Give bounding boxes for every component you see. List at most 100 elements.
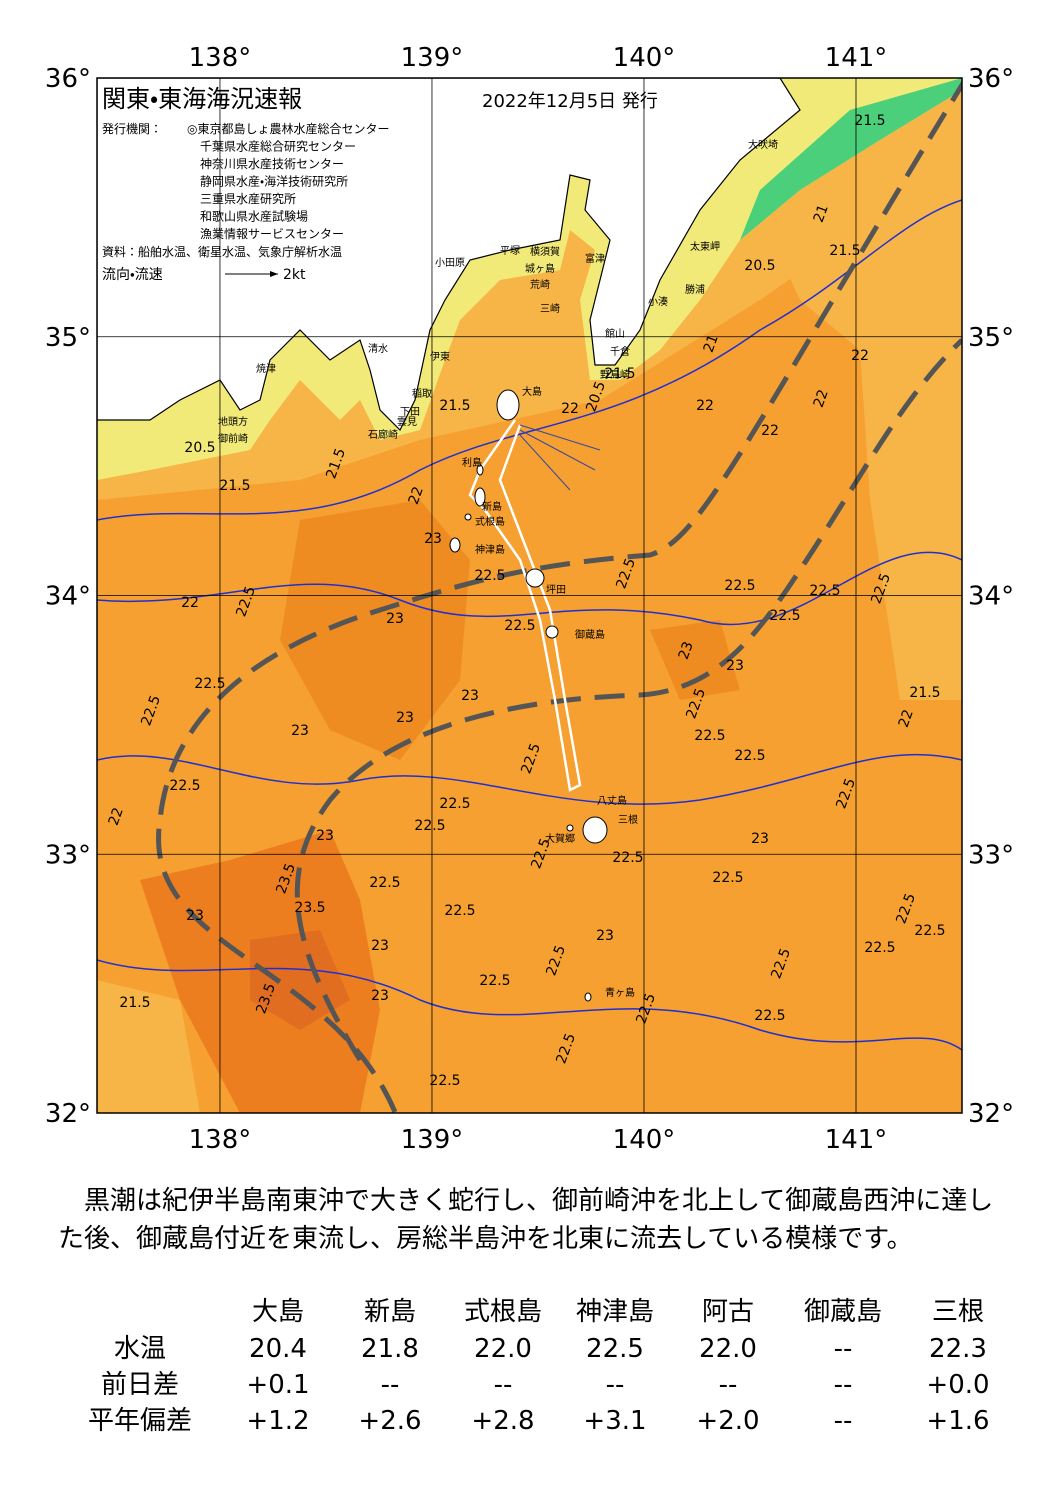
table-cell: -- <box>834 1406 853 1436</box>
contour-label: 23 <box>371 988 389 1004</box>
contour-label: 22.5 <box>754 1008 785 1024</box>
place-name: 小田原 <box>435 257 465 269</box>
lat-tick-label: 33° <box>45 840 91 870</box>
table-cell: +2.6 <box>358 1406 421 1436</box>
table-cell: +2.8 <box>471 1406 534 1436</box>
contour-label: 22 <box>761 423 779 439</box>
contour-label: 21.5 <box>119 995 150 1011</box>
place-name: 御蔵島 <box>575 628 605 641</box>
table-cell: 22.0 <box>474 1334 532 1364</box>
place-name: 地頭方 <box>218 415 248 428</box>
contour-label: 23.5 <box>294 900 325 916</box>
place-name: 大賀郷 <box>545 832 575 845</box>
table-cell: 21.8 <box>361 1334 419 1364</box>
contour-label: 21.5 <box>439 398 470 414</box>
table-cell: 22.5 <box>586 1334 644 1364</box>
contour-label: 22.5 <box>769 608 800 624</box>
contour-label: 22.5 <box>914 923 945 939</box>
grid: 138° 138° 139° 139° 140° 140° 141° 141° 32° 32° 33… <box>45 43 1014 1155</box>
table-header: 大島 <box>252 1297 304 1327</box>
contour-label: 22 <box>896 708 917 730</box>
table-cell: +0.1 <box>246 1370 309 1400</box>
contour-label: 20.5 <box>184 440 215 456</box>
place-name: 坪田 <box>546 583 566 596</box>
contour-label: 21 <box>701 333 722 355</box>
lat-tick-label: 32° <box>45 1099 91 1129</box>
contour-label: 22.5 <box>504 618 535 634</box>
place-name: 平塚 <box>500 245 520 257</box>
contour-label: 23 <box>396 710 414 726</box>
contour-label: 23 <box>291 723 309 739</box>
place-name: 新島 <box>482 500 502 513</box>
lon-tick-label: 139° <box>401 43 464 73</box>
lon-tick-label: 141° <box>825 1125 888 1155</box>
contour-label: 22.5 <box>479 973 510 989</box>
place-name: 富津 <box>585 252 605 265</box>
lon-tick-label: 138° <box>189 1125 252 1155</box>
table-cell: 20.4 <box>249 1334 307 1364</box>
contour-label: 22.5 <box>694 728 725 744</box>
table-cell: +3.1 <box>583 1406 646 1436</box>
lon-tick-label: 140° <box>613 43 676 73</box>
place-name: 石廊崎 <box>368 428 398 441</box>
row-label: 前日差 <box>101 1370 179 1400</box>
contour-label: 22.5 <box>439 796 470 812</box>
contour-label: 23 <box>386 611 404 627</box>
contour-label: 22.5 <box>712 870 743 886</box>
lat-tick-label: 32° <box>968 1099 1014 1129</box>
place-name: 稲取 <box>412 388 432 400</box>
map-title: 関東・東海海況速報 <box>102 85 302 113</box>
lon-tick-label: 138° <box>189 43 252 73</box>
lat-tick-label: 33° <box>968 840 1014 870</box>
place-name: 雲見 <box>397 416 417 428</box>
lat-tick-label: 34° <box>45 582 91 612</box>
legend-speed: 2kt <box>283 267 306 283</box>
place-name: 式根島 <box>475 515 505 528</box>
issuer-label: 発行機関： <box>102 122 162 136</box>
table-cell: -- <box>719 1370 738 1400</box>
lon-tick-label: 140° <box>613 1125 676 1155</box>
contour-label: 22.5 <box>474 568 505 584</box>
contour-label: 22.5 <box>444 903 475 919</box>
lat-tick-label: 36° <box>45 64 91 94</box>
place-name: 伊東 <box>430 350 450 363</box>
contour-label: 23 <box>726 658 744 674</box>
lat-tick-label: 36° <box>968 64 1014 94</box>
table-header: 新島 <box>364 1297 416 1327</box>
contour-label: 21.5 <box>854 113 885 129</box>
issuer: ◎東京都島しょ農林水産総合センター <box>187 121 389 136</box>
contour-label: 23 <box>424 531 442 547</box>
contour-label: 23 <box>316 828 334 844</box>
contour-label: 22.5 <box>429 1073 460 1089</box>
place-name: 大吠埼 <box>748 138 778 151</box>
table-header: 御蔵島 <box>804 1297 882 1327</box>
contour-label: 22.5 <box>724 578 755 594</box>
contour-label: 22 <box>851 348 869 364</box>
table-cell: -- <box>381 1370 400 1400</box>
contour-label: 22 <box>696 398 714 414</box>
issuer: 千葉県水産総合研究センター <box>200 139 356 154</box>
place-name: 御前崎 <box>218 432 248 445</box>
issuer: 漁業情報サービスセンター <box>200 227 344 241</box>
lat-tick-label: 34° <box>968 582 1014 612</box>
contour-label: 22 <box>181 595 199 611</box>
table-cell: +2.0 <box>696 1406 759 1436</box>
place-name: 清水 <box>368 342 388 355</box>
contour-label: 22.5 <box>369 875 400 891</box>
contour-label: 21.5 <box>219 478 250 494</box>
contour-label: 22.5 <box>169 778 200 794</box>
lon-tick-label: 139° <box>401 1125 464 1155</box>
place-name: 野島崎 <box>600 368 630 381</box>
contour-label: 23 <box>751 831 769 847</box>
contour-label: 21 <box>811 203 832 225</box>
contour-label: 20.5 <box>744 258 775 274</box>
issuer: 静岡県水産・海洋技術研究所 <box>200 174 348 189</box>
legend-label: 流向・流速 <box>102 267 163 283</box>
contour-label: 23 <box>186 908 204 924</box>
summary: 黒潮は紀伊半島南東沖で大きく蛇行し、御前崎沖を北上して御蔵島西沖に達した後、御蔵… <box>58 1186 994 1254</box>
contour-label: 22 <box>561 401 579 417</box>
table-cell: -- <box>606 1370 625 1400</box>
table-header: 式根島 <box>464 1297 542 1327</box>
